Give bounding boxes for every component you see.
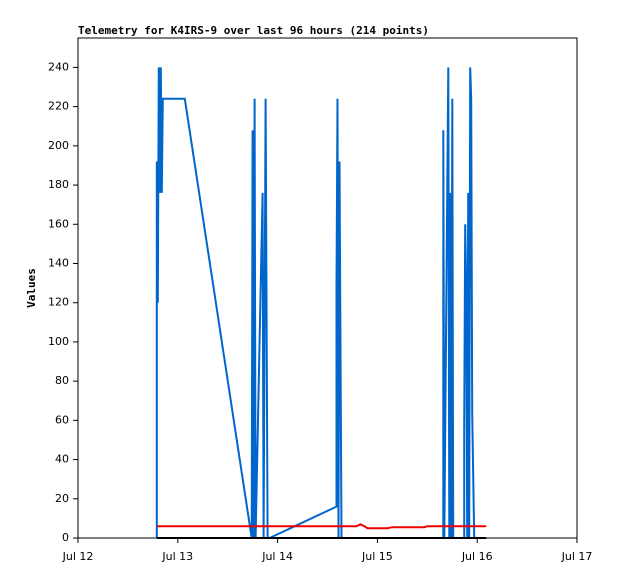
y-tick-label: 100 xyxy=(48,335,69,348)
y-tick-label: 80 xyxy=(55,374,69,387)
y-tick-label: 180 xyxy=(48,178,69,191)
series-line xyxy=(156,523,487,530)
y-tick-label: 120 xyxy=(48,296,69,309)
y-axis-label: Values xyxy=(25,268,38,308)
y-tick-label: 240 xyxy=(48,60,69,73)
x-tick-label: Jul 15 xyxy=(361,550,393,563)
x-tick-label: Jul 17 xyxy=(561,550,593,563)
y-tick-label: 20 xyxy=(55,492,69,505)
series-line xyxy=(155,67,476,539)
chart-title: Telemetry for K4IRS-9 over last 96 hours… xyxy=(78,24,429,37)
x-tick-label: Jul 16 xyxy=(461,550,493,563)
y-tick-label: 220 xyxy=(48,100,69,113)
y-tick-label: 0 xyxy=(62,531,69,544)
x-tick-label: Jul 12 xyxy=(62,550,94,563)
y-tick-label: 60 xyxy=(55,413,69,426)
x-tick-label: Jul 13 xyxy=(161,550,193,563)
plot-frame xyxy=(77,37,578,539)
x-tick-label: Jul 14 xyxy=(261,550,293,563)
y-tick-label: 160 xyxy=(48,217,69,230)
y-tick-label: 140 xyxy=(48,256,69,269)
y-tick-label: 200 xyxy=(48,139,69,152)
y-tick-label: 40 xyxy=(55,453,69,466)
